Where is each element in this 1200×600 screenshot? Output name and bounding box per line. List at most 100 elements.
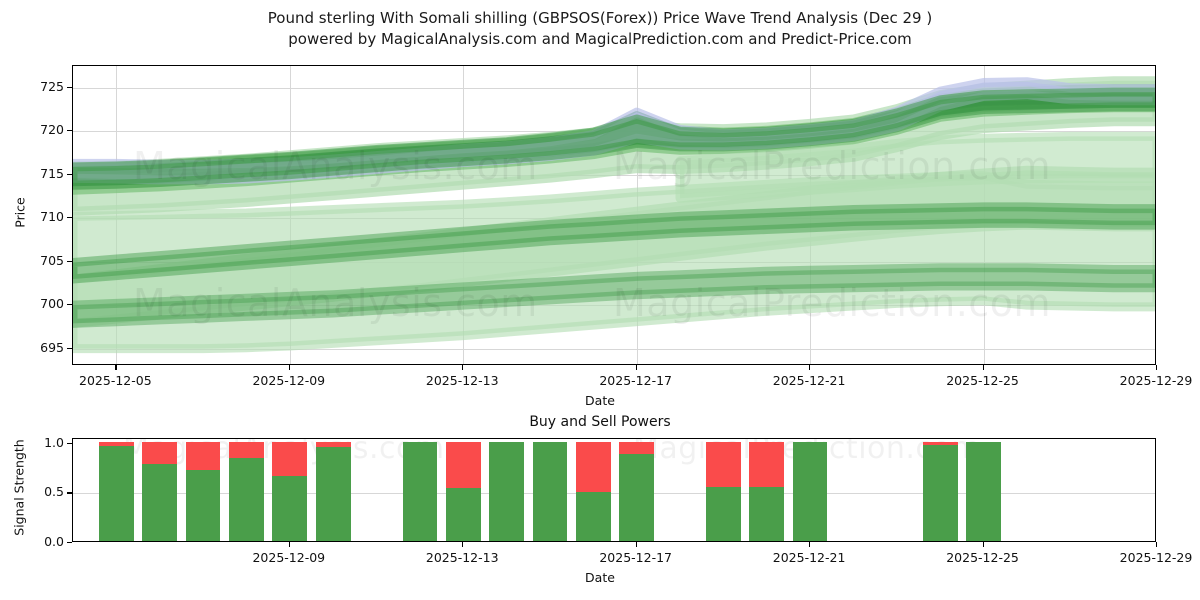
buy-power-segment (402, 441, 438, 541)
price-x-tick: 2025-12-05 (79, 373, 152, 388)
buy-power-segment (575, 492, 611, 541)
signal-bar[interactable] (185, 441, 221, 541)
signal-x-tickmark (1156, 542, 1158, 547)
signal-bar[interactable] (272, 441, 308, 541)
chart-title-block: Pound sterling With Somali shilling (GBP… (0, 8, 1200, 50)
buy-power-segment (922, 444, 958, 541)
sell-power-segment (315, 441, 351, 447)
price-x-tick: 2025-12-09 (252, 373, 326, 388)
signal-x-tickmark (462, 542, 464, 547)
price-y-tickmark (67, 173, 72, 175)
buy-power-segment (619, 453, 655, 541)
price-x-tick: 2025-12-13 (425, 373, 499, 388)
signal-y-tick: 0.0 (44, 534, 64, 549)
price-x-tick: 2025-12-17 (599, 373, 672, 388)
price-x-tickmark (462, 365, 464, 370)
price-band-lower-dark-rising-line (73, 263, 1155, 328)
signal-x-tickmark (635, 542, 637, 547)
signal-bar[interactable] (532, 441, 568, 541)
price-x-tick: 2025-12-25 (946, 373, 1019, 388)
price-gridline-h (73, 87, 1155, 89)
price-x-tick: 2025-12-21 (772, 373, 846, 388)
price-x-axis-label: Date (585, 393, 615, 408)
price-x-tick: 2025-12-29 (1119, 373, 1193, 388)
sell-power-segment (749, 441, 785, 487)
sell-power-segment (99, 441, 134, 446)
sell-power-segment (619, 441, 655, 454)
buy-power-segment (749, 486, 785, 541)
signal-bar[interactable] (922, 441, 958, 541)
signal-bar[interactable] (575, 441, 611, 541)
signal-bar[interactable] (445, 441, 481, 541)
price-y-tick: 705 (40, 252, 64, 268)
signal-bar[interactable] (142, 441, 178, 541)
signal-x-tick: 2025-12-25 (946, 550, 1019, 565)
buy-power-segment (315, 446, 351, 541)
signal-bar[interactable] (489, 441, 524, 541)
buy-power-segment (792, 441, 828, 541)
signal-x-tickmark (982, 542, 984, 547)
signal-bar[interactable] (402, 441, 438, 541)
price-y-tick: 720 (40, 122, 64, 138)
signal-bar[interactable] (315, 441, 351, 541)
price-x-tickmark (288, 365, 290, 370)
sell-power-segment (575, 441, 611, 493)
chart-title-line-2: powered by MagicalAnalysis.com and Magic… (288, 30, 912, 48)
buy-sell-powers-plot: MagicalAnalysis.comMagicalPrediction.com (72, 438, 1156, 542)
price-band-mid-dark-rising-line (73, 202, 1155, 284)
signal-chart-title: Buy and Sell Powers (529, 414, 671, 430)
price-x-tickmark (1156, 365, 1158, 370)
price-y-tick: 700 (40, 296, 64, 312)
sell-power-segment (272, 441, 308, 476)
buy-power-segment (99, 445, 134, 541)
buy-power-segment (229, 457, 264, 541)
signal-x-tick: 2025-12-13 (425, 550, 499, 565)
signal-x-tick: 2025-12-21 (772, 550, 846, 565)
signal-bar[interactable] (966, 441, 1001, 541)
signal-bar[interactable] (99, 441, 134, 541)
price-y-tickmark (67, 304, 72, 306)
price-wave-plot: MagicalAnalysis.comMagicalPrediction.com… (72, 65, 1156, 365)
signal-bar[interactable] (749, 441, 785, 541)
chart-title-line-1: Pound sterling With Somali shilling (GBP… (267, 9, 933, 27)
signal-y-tick: 1.0 (44, 434, 64, 450)
buy-power-segment (142, 463, 178, 541)
price-x-tickmark (635, 365, 637, 370)
signal-bar[interactable] (792, 441, 828, 541)
price-y-tickmark (67, 347, 72, 349)
signal-x-tick: 2025-12-17 (599, 550, 672, 565)
signal-y-tick: 0.5 (44, 484, 64, 500)
signal-gridline-h (73, 493, 1155, 495)
price-x-tickmark (982, 365, 984, 370)
signal-bar[interactable] (619, 441, 655, 541)
buy-power-segment (185, 469, 221, 541)
price-wave-bands (73, 76, 1155, 354)
signal-y-tickmark (67, 492, 72, 494)
price-y-tickmark (67, 260, 72, 262)
price-x-tickmark (809, 365, 811, 370)
sell-power-segment (185, 441, 221, 470)
signal-bar[interactable] (229, 441, 264, 541)
signal-x-tickmark (809, 542, 811, 547)
buy-power-segment (966, 441, 1001, 541)
price-band-mid-rising-channel (73, 165, 1155, 328)
buy-power-segment (445, 487, 481, 541)
signal-y-tickmark (67, 542, 72, 544)
buy-power-segment (532, 441, 568, 541)
signal-x-tick: 2025-12-09 (252, 550, 326, 565)
price-x-tickmark (115, 365, 117, 370)
signal-bar[interactable] (706, 441, 741, 541)
price-y-tick: 715 (40, 165, 64, 181)
sell-power-segment (142, 441, 178, 464)
signal-y-tickmark (67, 442, 72, 445)
signal-x-tick: 2025-12-29 (1119, 550, 1193, 565)
buy-power-segment (706, 486, 741, 541)
sell-power-segment (445, 441, 481, 488)
price-y-tickmark (67, 217, 72, 219)
price-band-tight-green-core (73, 87, 1155, 190)
price-y-tickmark (67, 130, 72, 132)
sell-power-segment (706, 441, 741, 487)
price-y-tick: 725 (40, 78, 64, 94)
buy-power-segment (272, 475, 308, 541)
